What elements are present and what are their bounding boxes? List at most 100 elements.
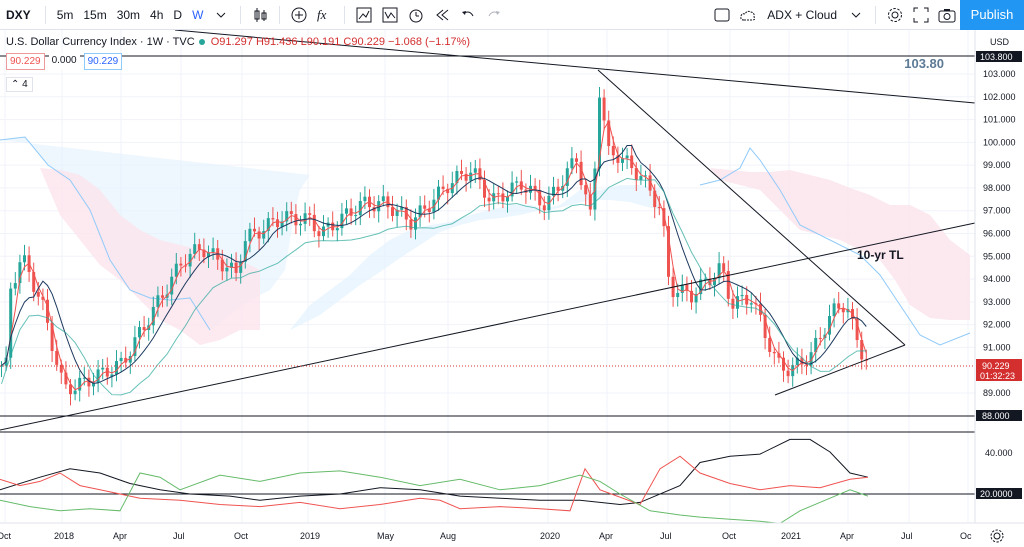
candle-body — [409, 219, 413, 230]
replay-icon[interactable] — [429, 0, 455, 30]
candle-body — [777, 353, 781, 358]
falling-wedge-lower — [774, 344, 906, 396]
badge-88: 88.000 — [982, 411, 1010, 421]
candle-body — [552, 186, 555, 196]
price-tick: 101.000 — [983, 115, 1016, 125]
chevron-down-icon[interactable] — [208, 0, 234, 30]
cloud-icon — [735, 0, 761, 30]
layout-name[interactable]: ADX + Cloud — [767, 7, 837, 22]
redo-icon[interactable] — [481, 0, 507, 30]
time-tick: Oct — [234, 531, 249, 541]
price-axis[interactable]: 103.000 102.000 101.000 100.000 99.000 98.000… — [983, 69, 1016, 398]
candle-body — [372, 207, 376, 212]
interval-d[interactable]: D — [173, 7, 183, 22]
candle-body — [36, 291, 40, 297]
interval-15m[interactable]: 15m — [83, 7, 107, 22]
price-tick: 103.000 — [983, 69, 1016, 79]
camera-icon[interactable] — [934, 0, 960, 30]
trend-lines[interactable] — [0, 30, 976, 431]
candle-body — [533, 185, 537, 191]
candle-body — [455, 170, 459, 184]
undo-icon[interactable] — [455, 0, 481, 30]
time-tick: Oct — [0, 531, 12, 541]
candle-body — [174, 263, 178, 277]
candle-body — [142, 327, 146, 330]
candle-body — [170, 276, 174, 295]
candle-body — [299, 223, 302, 226]
publish-button[interactable]: Publish — [960, 0, 1024, 30]
series-title[interactable]: U.S. Dollar Currency Index · 1W · TVC — [6, 36, 195, 48]
chevron-down-icon[interactable] — [843, 0, 869, 30]
candle-body — [423, 205, 427, 209]
candle-body — [860, 340, 864, 360]
candle-body — [220, 259, 224, 272]
candle-body — [432, 199, 436, 212]
candle-body — [151, 306, 155, 326]
candle-body — [115, 361, 118, 375]
layout-select-icon[interactable] — [709, 0, 735, 30]
candle-body — [855, 318, 859, 341]
candle-body — [713, 278, 716, 286]
interval-5m[interactable]: 5m — [56, 7, 74, 22]
candle-body — [230, 262, 233, 268]
time-tick: Apr — [113, 531, 127, 541]
currency-label: USD — [990, 37, 1010, 47]
candle-body — [197, 244, 201, 250]
falling-wedge-upper — [597, 69, 906, 346]
compare-icon[interactable] — [286, 0, 312, 30]
candle-body — [800, 357, 804, 365]
indicators-icon[interactable]: fx — [312, 0, 338, 30]
settings-icon[interactable] — [882, 0, 908, 30]
trendline-label: 10-yr TL — [857, 248, 904, 262]
candle-body — [179, 263, 183, 266]
price-tick: 96.000 — [983, 229, 1011, 239]
time-axis[interactable]: Oct 2018 Apr Jul Oct 2019 May Aug 2020 Apr Jul Oct 2… — [0, 531, 972, 541]
candle-body — [82, 377, 86, 379]
candle-body — [207, 252, 210, 257]
candle-body — [841, 308, 845, 313]
candle-body — [400, 207, 404, 210]
candle-body — [446, 188, 450, 194]
indicator-value-1: 90.229 — [6, 53, 45, 70]
candle-body — [565, 168, 569, 186]
templates-icon[interactable] — [351, 0, 377, 30]
candle-body — [349, 208, 353, 216]
divider — [44, 5, 46, 24]
candle-body — [736, 296, 739, 309]
candle-body — [64, 372, 68, 385]
candle-body — [358, 201, 362, 216]
settings-icon[interactable] — [990, 529, 1004, 543]
adx-tick-40: 40.000 — [985, 448, 1013, 458]
time-tick: Jul — [173, 531, 185, 541]
price-tick: 91.000 — [983, 342, 1011, 352]
symbol-search[interactable]: DXY — [6, 7, 31, 22]
candle-body — [538, 190, 542, 206]
time-tick: 2019 — [300, 531, 320, 541]
price-tick: 99.000 — [983, 160, 1011, 170]
fullscreen-icon[interactable] — [908, 0, 934, 30]
candle-body — [46, 299, 49, 323]
price-tick: 98.000 — [983, 183, 1011, 193]
candle-body — [694, 294, 698, 303]
candle-body — [496, 193, 500, 195]
indicators-toggle[interactable]: ⌃ 4 — [6, 77, 33, 92]
price-chart[interactable]: 103.000 102.000 101.000 100.000 99.000 98.000… — [0, 30, 1024, 547]
candle-body — [607, 120, 611, 146]
candle-body — [276, 219, 279, 228]
candle-body — [469, 172, 473, 181]
interval-30m[interactable]: 30m — [116, 7, 141, 22]
adx-level-badge: 20.0000 — [980, 489, 1013, 499]
price-tick: 89.000 — [983, 388, 1011, 398]
candle-body — [0, 365, 3, 367]
candle-body — [814, 337, 818, 353]
candle-body — [312, 214, 316, 232]
candle-body — [105, 367, 109, 377]
candles-icon[interactable] — [247, 0, 273, 30]
candle-body — [59, 364, 63, 373]
countdown-badge: 01:32:23 — [980, 371, 1015, 381]
interval-4h[interactable]: 4h — [150, 7, 164, 22]
interval-w[interactable]: W — [192, 7, 204, 22]
alert-icon[interactable] — [403, 0, 429, 30]
time-tick: Apr — [599, 531, 613, 541]
financials-icon[interactable] — [377, 0, 403, 30]
